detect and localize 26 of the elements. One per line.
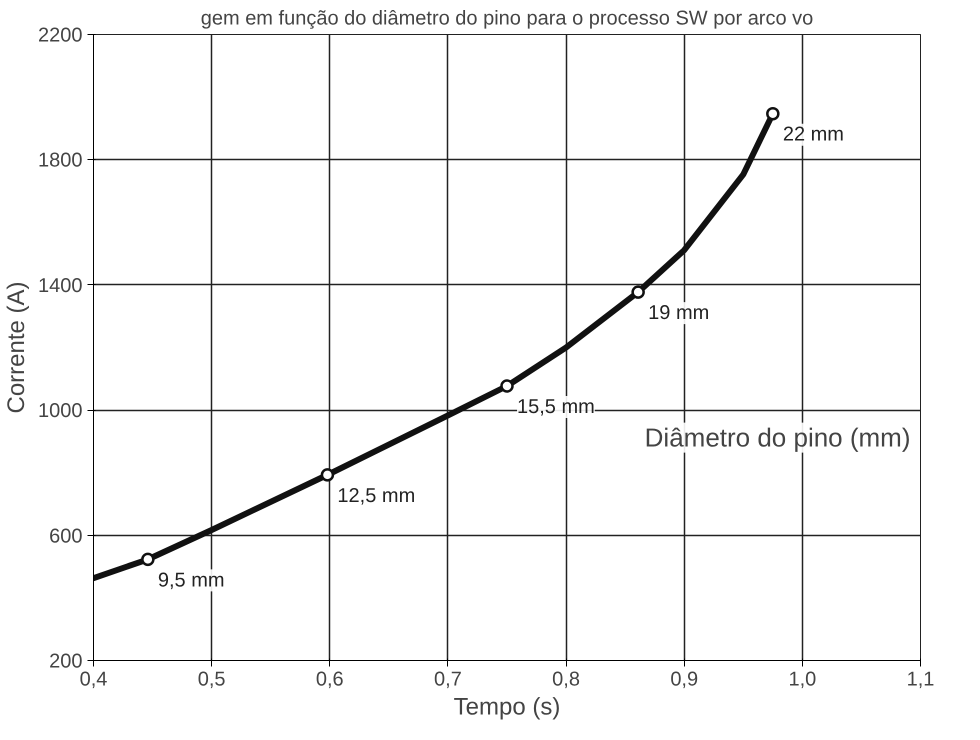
- point: [500, 379, 514, 393]
- y-tick-label: 1000: [38, 400, 83, 422]
- annotation: 9,5 mm: [158, 569, 225, 592]
- y-tick-label: 1400: [38, 274, 83, 297]
- x-tick-label: 0,5: [198, 668, 226, 690]
- annotation: 22 mm: [782, 124, 844, 146]
- annotation: 12,5 mm: [337, 484, 416, 507]
- chart-title: gem em função do diâmetro do pino para o processo SW por arco vo: [200, 8, 814, 30]
- annotation: Diâmetro do pino (mm): [644, 422, 911, 453]
- point: [631, 285, 645, 299]
- y-tick-label: 600: [49, 525, 83, 548]
- x-tick-label: 1,1: [906, 668, 934, 690]
- x-tick-label: 0,8: [552, 668, 580, 690]
- point: [766, 106, 780, 120]
- point: [320, 468, 334, 482]
- annotation: 15,5 mm: [517, 396, 595, 418]
- y-tick-label: 2200: [38, 24, 83, 46]
- x-tick-label: 0,6: [316, 668, 344, 690]
- y-tick-label: 1800: [38, 150, 83, 172]
- x-tick-label: 0,9: [670, 668, 698, 690]
- x-tick-label: 0,7: [434, 668, 462, 690]
- y-axis-title: Corrente (A): [3, 281, 30, 414]
- point: [141, 552, 155, 566]
- x-axis-title: Tempo (s): [454, 694, 560, 720]
- annotation: 19 mm: [648, 302, 710, 324]
- x-tick-label: 1,0: [788, 668, 816, 690]
